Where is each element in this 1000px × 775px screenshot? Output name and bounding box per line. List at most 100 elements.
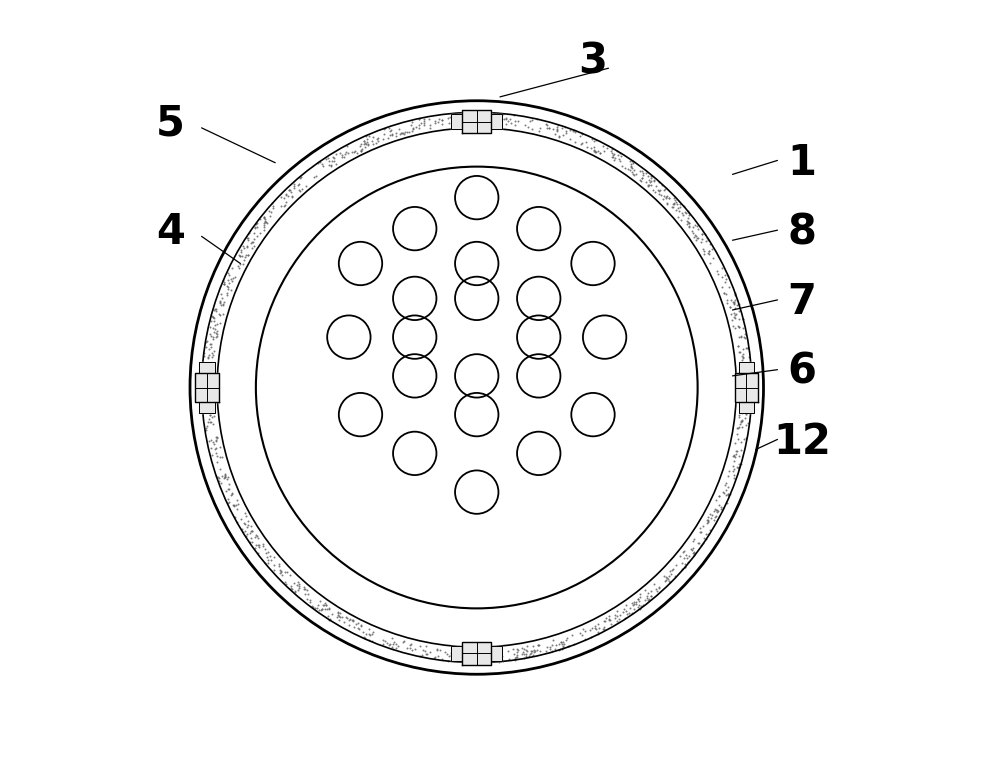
Point xyxy=(266,563,282,576)
Point xyxy=(531,639,547,652)
Point xyxy=(271,558,287,570)
Point xyxy=(276,191,292,204)
Point xyxy=(214,291,230,304)
Point xyxy=(687,219,703,231)
Polygon shape xyxy=(451,114,462,129)
Point xyxy=(734,350,750,362)
Point xyxy=(731,411,747,423)
Point xyxy=(515,646,531,659)
Point xyxy=(197,374,213,386)
Point xyxy=(625,598,641,611)
Point xyxy=(403,119,419,131)
Point xyxy=(450,653,466,666)
Point xyxy=(681,216,697,229)
Point xyxy=(324,155,340,167)
Point xyxy=(734,407,750,419)
Point xyxy=(237,518,253,530)
Point xyxy=(450,645,466,657)
Point xyxy=(734,414,750,426)
Polygon shape xyxy=(491,114,502,129)
Point xyxy=(332,611,348,624)
Point xyxy=(735,378,751,391)
Point xyxy=(221,478,237,491)
Point xyxy=(208,302,224,315)
Point xyxy=(211,471,227,484)
Point xyxy=(680,205,696,218)
Point xyxy=(640,587,656,600)
Point xyxy=(706,514,722,526)
Point xyxy=(375,638,391,650)
Point xyxy=(490,649,506,661)
Point xyxy=(463,109,479,122)
Point xyxy=(666,198,682,211)
Point xyxy=(231,249,247,261)
Point xyxy=(314,603,330,615)
Point xyxy=(265,200,281,212)
Point xyxy=(229,503,245,515)
Point xyxy=(510,643,526,656)
Point xyxy=(234,250,250,262)
Point xyxy=(634,165,650,177)
Point xyxy=(449,654,465,666)
Point xyxy=(484,109,500,121)
Point xyxy=(274,569,290,581)
Point xyxy=(729,428,745,440)
Point xyxy=(361,628,377,640)
Point xyxy=(718,484,734,496)
Point xyxy=(271,560,287,572)
Point xyxy=(640,179,656,191)
Point xyxy=(345,615,361,627)
Text: 6: 6 xyxy=(788,351,817,393)
Point xyxy=(498,112,514,125)
Point xyxy=(652,184,668,196)
Point xyxy=(735,360,751,373)
Point xyxy=(509,646,525,658)
Point xyxy=(360,138,376,150)
Point xyxy=(224,262,240,274)
Point xyxy=(470,115,486,128)
Point xyxy=(727,312,743,325)
Point xyxy=(500,115,516,128)
Point xyxy=(609,604,625,617)
Point xyxy=(586,144,602,157)
Point xyxy=(382,129,398,142)
Point xyxy=(587,145,603,157)
Point xyxy=(574,128,590,140)
Point xyxy=(356,134,372,146)
Polygon shape xyxy=(199,402,215,413)
Point xyxy=(361,634,377,646)
Point xyxy=(643,179,659,191)
Point xyxy=(606,147,622,160)
Point xyxy=(731,331,747,343)
Point xyxy=(701,244,717,257)
Point xyxy=(730,462,746,474)
Point xyxy=(679,552,695,564)
Point xyxy=(611,153,627,166)
Point xyxy=(276,199,292,212)
Point xyxy=(494,654,510,666)
Point xyxy=(376,123,392,136)
Point xyxy=(205,349,221,361)
Point xyxy=(621,607,637,619)
Point xyxy=(218,484,234,497)
Point xyxy=(547,128,563,140)
Point xyxy=(199,406,215,419)
Point xyxy=(644,170,660,183)
Point xyxy=(700,512,716,524)
Point xyxy=(334,149,350,161)
Point xyxy=(491,115,507,127)
Point xyxy=(202,328,218,340)
Point xyxy=(676,545,692,557)
Point xyxy=(699,232,715,244)
Point xyxy=(702,508,718,521)
Point xyxy=(642,176,658,188)
Point xyxy=(490,653,506,665)
Point xyxy=(347,145,363,157)
Point xyxy=(237,507,253,519)
Point xyxy=(607,151,623,164)
Point xyxy=(577,625,593,637)
Point xyxy=(289,579,305,591)
Point xyxy=(587,146,603,158)
Point xyxy=(246,232,262,245)
Point xyxy=(676,200,692,212)
